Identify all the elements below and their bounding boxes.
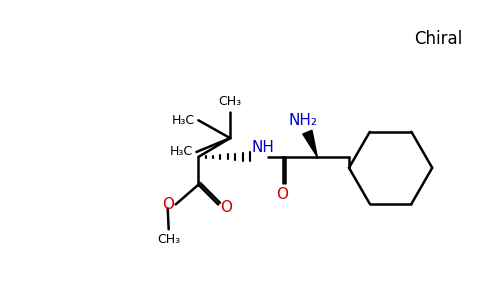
Text: CH₃: CH₃ <box>157 233 180 246</box>
Text: NH₂: NH₂ <box>289 113 318 128</box>
Text: O: O <box>277 187 288 202</box>
Text: H₃C: H₃C <box>169 146 193 158</box>
Text: NH: NH <box>252 140 275 155</box>
Text: O: O <box>162 197 174 212</box>
Text: H₃C: H₃C <box>171 114 195 127</box>
Polygon shape <box>303 130 318 157</box>
Text: O: O <box>220 200 232 215</box>
Text: Chiral: Chiral <box>414 30 462 48</box>
Text: CH₃: CH₃ <box>219 95 242 108</box>
